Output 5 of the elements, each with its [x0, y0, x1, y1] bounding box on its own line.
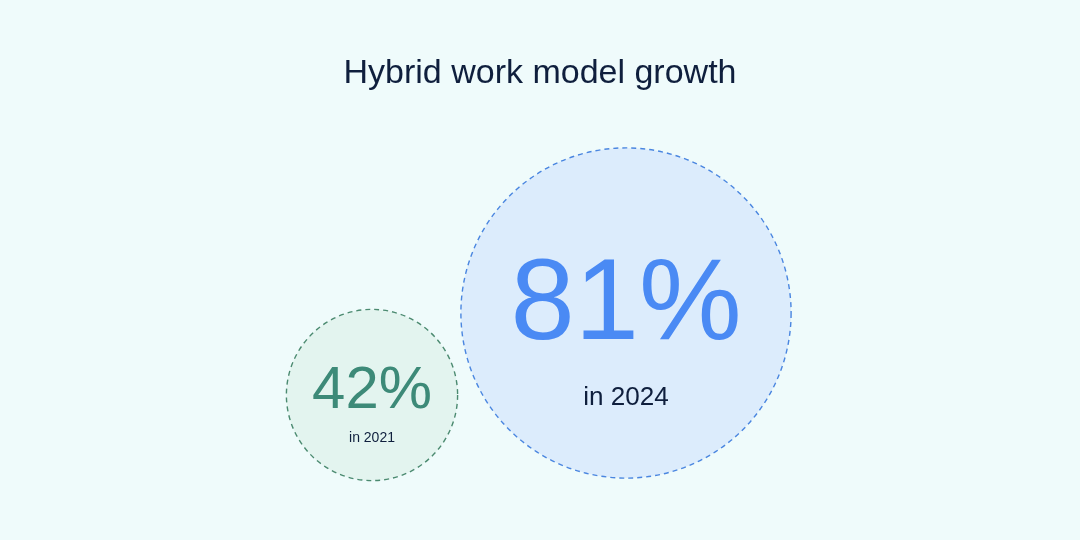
text: Hybrid work model growth [343, 52, 737, 90]
category-label: in 2024 [583, 380, 669, 411]
data-label: 42% [312, 354, 432, 422]
data-label: 81% [510, 233, 742, 363]
category-label: in 2021 [349, 429, 396, 446]
